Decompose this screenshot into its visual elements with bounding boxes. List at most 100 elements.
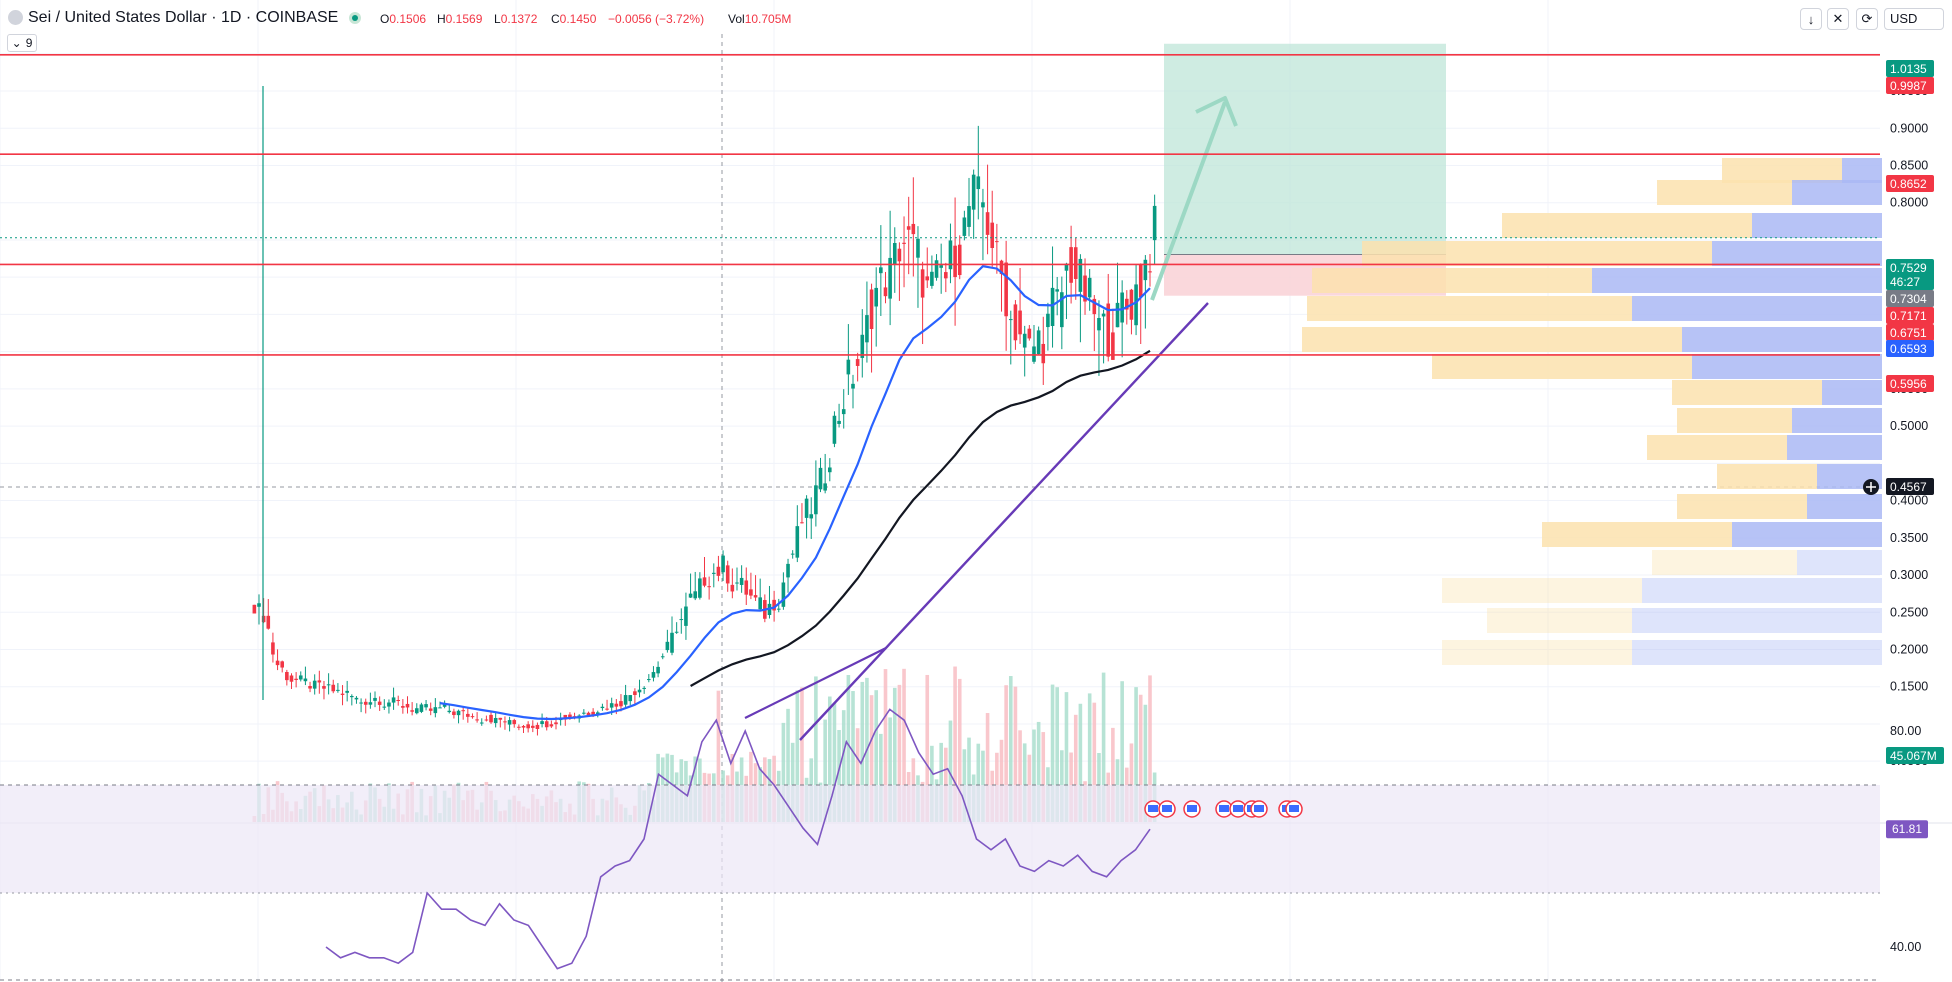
candle-body	[971, 174, 976, 210]
candle-body	[275, 660, 280, 666]
flag-canton	[1162, 805, 1172, 812]
y-tick-label: 0.8000	[1890, 196, 1928, 210]
candle-body	[976, 176, 981, 190]
chevron-down-icon: ⌄	[11, 36, 22, 50]
candle-body	[470, 716, 475, 718]
candle-body	[827, 467, 832, 473]
ohlc-item: H0.1569	[437, 12, 482, 26]
vp-bar-down	[1312, 268, 1592, 293]
market-status-icon[interactable]	[349, 12, 361, 24]
chart-header: Sei / United States Dollar · 1D · COINBA…	[0, 0, 1952, 34]
candle-body	[336, 689, 340, 691]
price-tag	[1886, 60, 1934, 77]
volume-bar	[1032, 729, 1036, 822]
y-tick-label: 0.4000	[1890, 494, 1928, 508]
vp-bar-down	[1652, 550, 1797, 575]
candle-body	[721, 555, 725, 573]
horizontal-levels[interactable]	[0, 53, 1880, 356]
volume-bar	[795, 690, 800, 822]
volume-bar	[846, 675, 851, 822]
volume-bar	[939, 742, 943, 822]
candle-body	[428, 708, 433, 711]
projection-arrow	[1150, 101, 1227, 301]
volume-bar	[869, 695, 874, 822]
candle-body	[517, 726, 521, 728]
price-tag	[1886, 259, 1934, 276]
collapse-icon[interactable]: ✕	[1827, 8, 1849, 30]
volume-bar	[1078, 703, 1083, 822]
candle-body	[679, 619, 684, 621]
candle-body	[289, 675, 294, 682]
candle-body	[953, 245, 957, 278]
flag-canton	[1187, 805, 1197, 812]
ohlc-item: −0.0056 (−3.72%)	[608, 12, 704, 26]
price-tag	[1886, 77, 1934, 94]
volume-bar	[999, 739, 1004, 822]
candle-body	[879, 267, 883, 274]
candle-body	[948, 240, 953, 270]
candle-body	[1148, 271, 1152, 273]
candle-body	[837, 420, 841, 424]
rsi-band	[0, 785, 1880, 893]
symbol-title[interactable]: Sei / United States Dollar · 1D · COINBA…	[28, 9, 339, 26]
candle-body	[493, 717, 498, 724]
candle-body	[939, 265, 943, 268]
candle-body	[930, 271, 934, 286]
candle-body	[814, 485, 818, 515]
candle-body	[883, 287, 888, 297]
price-tag	[1886, 307, 1934, 324]
candle-body	[507, 720, 512, 725]
candle-body	[684, 606, 688, 626]
candle-body	[582, 712, 586, 714]
candle-body	[591, 711, 595, 717]
arrow-down-icon[interactable]: ↓	[1800, 8, 1822, 30]
candle-body	[920, 269, 925, 298]
price-tag-label: 45.067M	[1890, 749, 1937, 763]
vp-bar-up	[1632, 640, 1882, 665]
candle-body	[906, 226, 911, 230]
rsi-value-tag	[1886, 820, 1928, 839]
candle-body	[1046, 313, 1050, 328]
y-tick-label: 0.2000	[1890, 642, 1928, 656]
candle-body	[326, 684, 331, 686]
candles	[252, 86, 1157, 736]
projection-arrowhead	[1195, 96, 1238, 127]
ohlc-value: −0.0056 (−3.72%)	[608, 12, 705, 26]
ohlc-value: 0.1569	[445, 12, 483, 26]
candle-body	[809, 514, 814, 519]
volume-bar	[1134, 687, 1138, 822]
candle-body	[651, 672, 656, 678]
ohlc-item: L0.1372	[494, 12, 537, 26]
price-tag	[1886, 273, 1934, 290]
vp-bar-up	[1787, 435, 1882, 460]
vp-bar-up	[1682, 327, 1882, 352]
indicator-toggle[interactable]: ⌄ 9	[7, 34, 37, 52]
volume-bar	[1018, 730, 1022, 822]
candle-body	[1073, 247, 1078, 279]
candle-body	[1120, 292, 1124, 323]
currency-select[interactable]: USD	[1884, 8, 1944, 30]
ohlc-key: L	[494, 12, 501, 26]
candle-body	[925, 276, 930, 281]
candle-body	[410, 710, 414, 712]
candle-body	[530, 725, 535, 728]
ohlc-item: C0.1450	[551, 12, 596, 26]
symbol-logo-icon	[8, 10, 23, 25]
candle-body	[916, 238, 920, 258]
vp-bar-up	[1632, 608, 1882, 633]
volume-bar	[837, 730, 841, 822]
candle-body	[266, 615, 271, 629]
candle-body	[1064, 263, 1069, 271]
price-tag	[1886, 324, 1934, 341]
candle-body	[874, 287, 879, 307]
vp-bar-down	[1677, 408, 1792, 433]
candle-body	[786, 563, 790, 578]
candle-body	[466, 713, 470, 717]
volume-bar	[985, 713, 990, 822]
vp-bar-up	[1842, 158, 1882, 183]
candle-body	[628, 695, 633, 702]
candle-body	[846, 359, 851, 375]
refresh-icon[interactable]: ⟳	[1856, 8, 1878, 30]
candle-body	[688, 593, 693, 598]
